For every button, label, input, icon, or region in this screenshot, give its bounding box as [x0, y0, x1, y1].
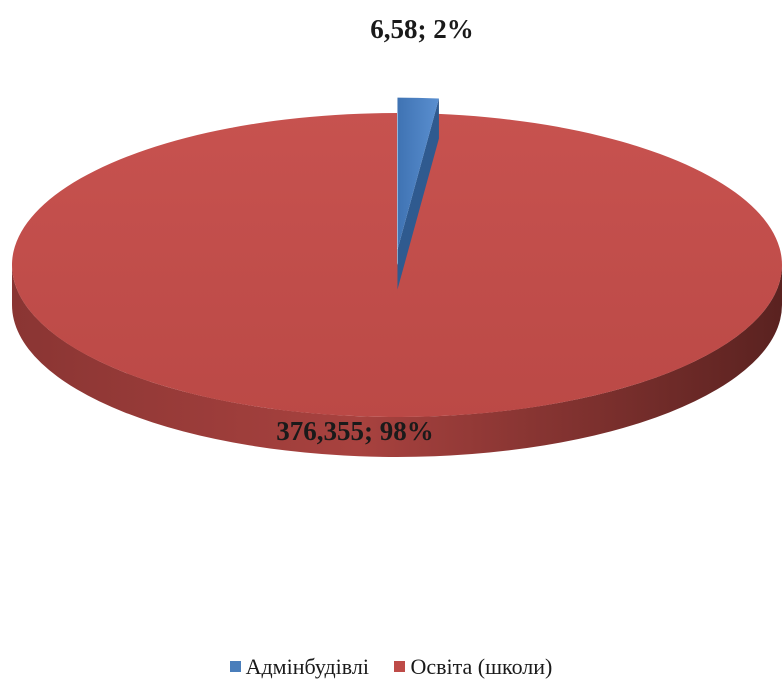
legend-label-admin: Адмінбудівлі [245, 653, 369, 679]
chart-legend: Адмінбудівлі Освіта (школи) [0, 652, 782, 680]
data-label-education: 376,355; 98% [276, 416, 434, 446]
legend-swatch-admin [229, 661, 241, 672]
pie-side-admin [397, 98, 439, 290]
pie-side-education [12, 265, 782, 457]
legend-label-education: Освіта (школи) [410, 653, 553, 679]
legend-item-education: Освіта (школи) [394, 654, 552, 680]
pie-slice-admin [397, 97, 439, 250]
legend-swatch-education [394, 661, 406, 672]
legend-item-admin: Адмінбудівлі [229, 653, 369, 680]
pie-slice-education [12, 113, 782, 417]
data-label-admin: 6,58; 2% [370, 14, 474, 44]
